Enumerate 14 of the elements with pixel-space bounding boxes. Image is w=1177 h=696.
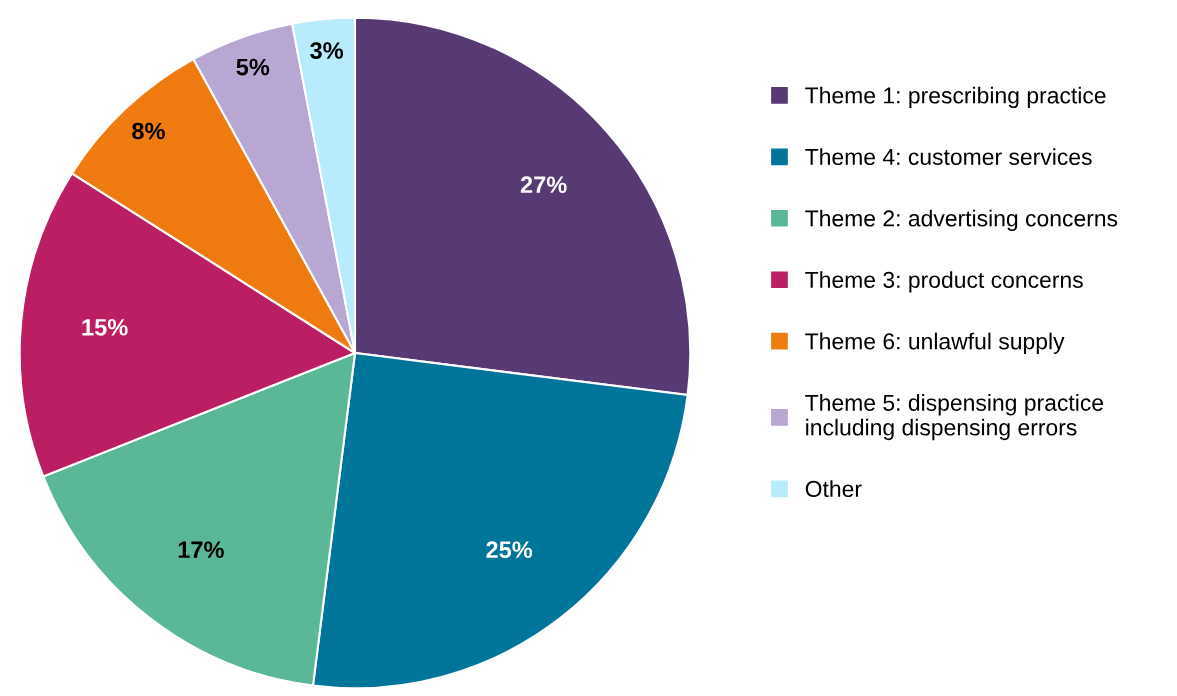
data-label: 3% xyxy=(310,42,344,59)
data-label: 17% xyxy=(178,541,224,558)
legend-label: Theme 5: dispensing practice including dispensing errors xyxy=(805,394,1104,441)
legend-label: Theme 3: product concerns xyxy=(805,271,1083,293)
legend-label: Theme 4: customer services xyxy=(805,148,1092,166)
data-label: 5% xyxy=(236,58,270,76)
legend-label: Other xyxy=(805,480,862,498)
legend-label: Theme 1: prescribing practice xyxy=(805,86,1106,109)
legend-label: Theme 2: advertising concerns xyxy=(805,209,1118,232)
data-label: 27% xyxy=(520,176,567,193)
data-label: 8% xyxy=(132,122,165,140)
legend-label: Theme 6: unlawful supply xyxy=(805,332,1065,354)
data-label: 15% xyxy=(82,319,128,336)
data-label: 25% xyxy=(486,541,533,559)
